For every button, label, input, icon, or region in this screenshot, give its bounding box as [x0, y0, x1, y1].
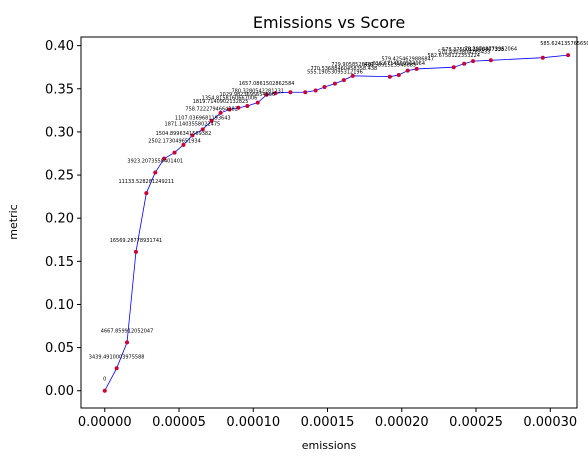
point-label: 780.3280542281231 [231, 89, 284, 95]
data-point [405, 68, 410, 73]
x-axis: 0.00000 0.00005 0.00010 0.00015 0.00020 0.000… [78, 408, 577, 430]
x-tick-label: 0.00015 [301, 415, 355, 430]
y-tick-label: 0.35 [45, 82, 74, 97]
point-labels: 0 3439.4910003975588 4667.859912052047 1656… [89, 41, 588, 383]
data-point [153, 170, 158, 175]
data-point [181, 142, 186, 147]
data-point [133, 249, 138, 254]
point-label: 582.6758122353224 [427, 53, 480, 59]
point-label: 1029.9823695654956 [219, 92, 275, 98]
x-tick-label: 0.00020 [375, 415, 429, 430]
data-point [162, 156, 167, 161]
point-label: 78.39708773952064 [465, 46, 518, 52]
point-label: 616.6714560564964 [373, 61, 426, 67]
x-tick-label: 0.00025 [449, 415, 503, 430]
y-tick-label: 0.30 [45, 125, 74, 140]
point-label: 3923.2073558401401 [127, 158, 183, 164]
data-point [125, 340, 130, 345]
point-label: 758.7222794664382 [185, 107, 238, 113]
data-point [332, 81, 337, 86]
data-point [245, 104, 250, 109]
data-point [200, 127, 205, 132]
data-point [451, 65, 456, 70]
y-tick-label: 0.40 [45, 39, 74, 54]
point-label: 4667.859912052047 [101, 328, 154, 334]
point-label: 1819.7140902132825 [193, 99, 249, 105]
data-point [102, 388, 107, 393]
series [102, 53, 571, 393]
x-tick-label: 0.00005 [152, 415, 206, 430]
data-point [264, 92, 269, 97]
data-point [313, 88, 318, 93]
point-label: 579.4254629886847 [381, 57, 434, 63]
x-tick-label: 0.00010 [226, 415, 280, 430]
y-tick-label: 0.15 [45, 255, 74, 270]
data-point [488, 58, 493, 63]
data-point [172, 150, 177, 155]
x-tick-label: 0.00030 [523, 415, 577, 430]
y-tick-label: 0.00 [45, 384, 74, 399]
y-tick-label: 0.05 [45, 341, 74, 356]
point-label: 1354.8158160667006 [202, 95, 258, 101]
data-point [414, 66, 419, 71]
data-point [218, 110, 223, 115]
point-label: 16569.28778931741 [110, 238, 163, 244]
y-tick-label: 0.10 [45, 298, 74, 313]
point-label: 2502.173049651934 [148, 139, 201, 145]
y-tick-label: 0.20 [45, 212, 74, 227]
data-point [114, 366, 119, 371]
plot-area [80, 36, 578, 409]
data-point [288, 90, 293, 95]
data-point [540, 55, 545, 60]
y-axis: 0.00 0.05 0.10 0.15 0.20 0.25 0.30 0.35 0.40 [45, 39, 81, 399]
series-line [104, 54, 569, 391]
point-label: 1504.8996341569382 [156, 131, 212, 137]
data-point [471, 59, 476, 64]
data-point [303, 90, 308, 95]
y-tick-label: 0.25 [45, 169, 74, 184]
data-point [273, 91, 278, 96]
point-label: 729.9058526481 [331, 62, 374, 68]
data-point [387, 74, 392, 79]
data-point [236, 105, 241, 110]
x-axis-label: emissions [302, 439, 357, 452]
data-point [144, 191, 149, 196]
data-point [341, 78, 346, 83]
data-point [322, 85, 327, 90]
chart-title: Emissions vs Score [253, 13, 405, 32]
point-label: 1657.0861502862584 [239, 81, 295, 87]
point-label: 1107.0369681193643 [175, 115, 231, 121]
data-point [350, 73, 355, 78]
point-label: 11133.528281249211 [119, 179, 175, 185]
point-label: 555.19053095312196 [307, 70, 363, 76]
point-label: 1871.1403558022475 [165, 121, 221, 127]
point-label: 0 [103, 377, 106, 383]
point-label: 3439.4910003975588 [89, 354, 145, 360]
point-label: 585.62413576565067 [540, 41, 588, 47]
data-point [209, 118, 214, 123]
data-point [462, 61, 467, 66]
point-label: 570.4303804265433 [438, 50, 491, 56]
point-label: 578.3750012196467338 [442, 47, 504, 53]
data-point [255, 100, 260, 105]
data-point [227, 107, 232, 112]
data-point [396, 72, 401, 77]
data-point [566, 53, 571, 58]
point-label: 636.5891523948889 [364, 63, 417, 69]
data-point [190, 133, 195, 138]
y-axis-label: metric [7, 204, 20, 239]
point-label: 770.53688460458358.438 [310, 66, 377, 72]
x-tick-label: 0.00000 [78, 415, 132, 430]
